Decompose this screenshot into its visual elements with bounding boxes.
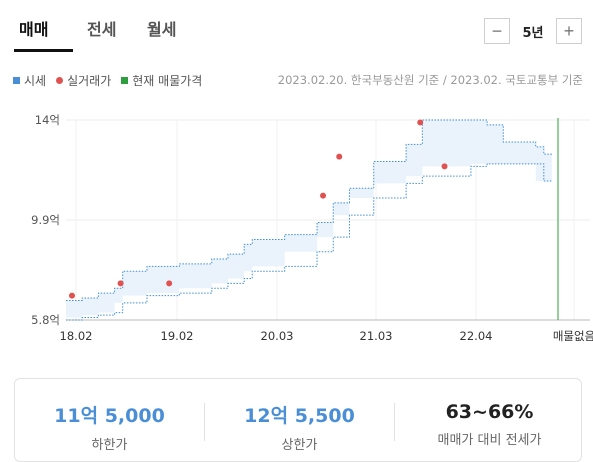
upper-price-stat: 12억 5,500 상한가 [205, 379, 394, 462]
jeonse-ratio-label: 매매가 대비 전세가 [437, 433, 542, 448]
real-transaction-point [441, 163, 448, 170]
x-tick-label: 22.04 [460, 329, 493, 343]
x-tick-label: 20.03 [261, 329, 294, 343]
x-tick-label: 18.02 [60, 329, 93, 343]
legend-item-market-price: 시세 [13, 72, 46, 89]
market-price-upper-line [66, 119, 553, 301]
legend-item-current-listing: 현재 매물가격 [121, 72, 202, 89]
y-tick-label: 5.8억 [31, 313, 60, 327]
active-tab-indicator [14, 49, 73, 52]
lower-price-label: 하한가 [91, 438, 128, 453]
y-tick-label: 9.9억 [31, 213, 60, 227]
real-transaction-point [336, 153, 343, 160]
jeonse-ratio-value: 63~66% [445, 401, 534, 423]
jeonse-ratio-stat: 63~66% 매매가 대비 전세가 [395, 379, 584, 462]
lower-price-value: 11억 5,000 [54, 405, 165, 427]
period-decrease-button[interactable]: − [484, 18, 510, 44]
x-tick-label: 19.02 [161, 329, 194, 343]
market-price-band [66, 120, 552, 320]
period-increase-button[interactable]: + [556, 18, 582, 44]
real-transaction-point [166, 280, 173, 287]
real-transaction-point [417, 119, 424, 126]
divider [394, 403, 395, 441]
minus-icon: − [491, 21, 503, 41]
blue-square-icon [13, 77, 20, 84]
period-selector: − 5년 + [484, 18, 582, 44]
x-tick-label: 21.03 [360, 329, 393, 343]
upper-price-value: 12억 5,500 [244, 405, 355, 427]
y-tick-label: 14억 [35, 113, 60, 127]
real-transaction-point [320, 192, 327, 199]
tab-jeonse[interactable]: 전세 [87, 20, 117, 39]
tab-monthly-rent[interactable]: 월세 [147, 20, 177, 39]
price-summary-card: 11억 5,000 하한가 12억 5,500 상한가 63~66% 매매가 대… [14, 378, 582, 462]
lower-price-stat: 11억 5,000 하한가 [15, 379, 204, 462]
legend-label-current-listing: 현재 매물가격 [132, 74, 203, 88]
plus-icon: + [563, 21, 575, 41]
legend-label-real-transaction: 실거래가 [67, 74, 112, 88]
tab-bar: 매매 전세 월세 [0, 0, 593, 52]
green-square-icon [121, 77, 129, 84]
upper-price-label: 상한가 [281, 438, 318, 453]
legend-label-market-price: 시세 [24, 74, 47, 88]
real-transaction-point [117, 280, 124, 287]
real-transaction-point [69, 292, 75, 299]
legend-item-real-transaction: 실거래가 [56, 72, 111, 89]
x-tick-label: 매물없음 [553, 329, 593, 343]
tab-sale[interactable]: 매매 [19, 20, 49, 39]
period-label: 5년 [522, 25, 544, 41]
chart-legend: 시세 실거래가 현재 매물가격 [13, 72, 212, 89]
data-source-note: 2023.02.20. 한국부동산원 기준 / 2023.02. 국토교통부 기… [277, 73, 583, 87]
divider [204, 403, 205, 441]
red-dot-icon [56, 77, 64, 84]
